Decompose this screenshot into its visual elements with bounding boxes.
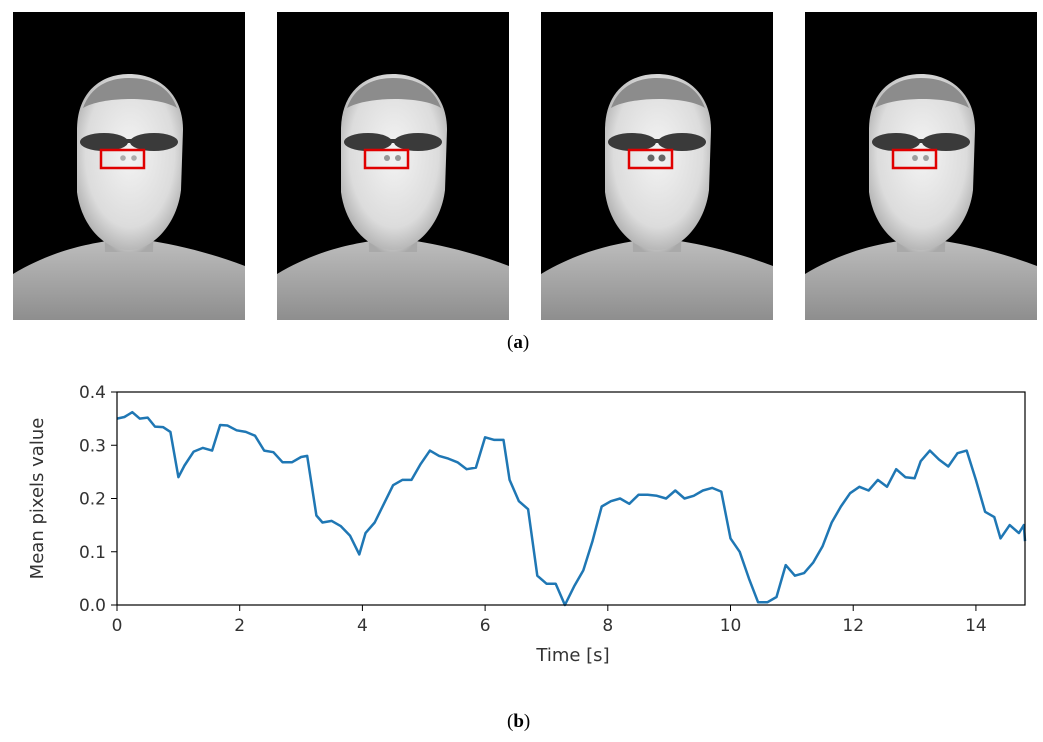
- shirt-silhouette: [277, 240, 509, 320]
- right-lens-shape: [394, 133, 442, 151]
- x-tick-label: 10: [720, 616, 742, 636]
- left-lens-shape: [872, 133, 920, 151]
- thermal-frame-4: [805, 12, 1037, 320]
- left-lens-shape: [80, 133, 128, 151]
- roi-box: [891, 148, 938, 170]
- nostril-spot: [120, 155, 126, 161]
- right-lens-shape: [130, 133, 178, 151]
- nostril-spot: [923, 155, 929, 161]
- nostril-spot: [912, 155, 918, 161]
- roi-box: [99, 148, 146, 170]
- head-silhouette: [341, 74, 447, 250]
- roi-box: [627, 148, 674, 170]
- y-tick-label: 0.4: [79, 383, 106, 403]
- y-tick-label: 0.3: [79, 436, 106, 456]
- hair-shape: [611, 78, 705, 108]
- glasses-bridge: [389, 139, 397, 143]
- glasses-bridge: [125, 139, 133, 143]
- shirt-silhouette: [805, 240, 1037, 320]
- x-tick-label: 4: [357, 616, 368, 636]
- nostril-spot: [383, 154, 391, 162]
- nostril-spot: [647, 154, 655, 162]
- hair-shape: [347, 78, 441, 108]
- roi-box: [363, 148, 410, 170]
- panel-b-label: (b): [507, 711, 531, 732]
- thermal-frame-2: [277, 12, 509, 320]
- left-lens-shape: [608, 133, 656, 151]
- x-tick-label: 6: [480, 616, 491, 636]
- glasses-bridge: [917, 139, 925, 143]
- series-line: [116, 410, 1027, 607]
- head-silhouette: [77, 74, 183, 250]
- right-lens-shape: [658, 133, 706, 151]
- shirt-silhouette: [13, 240, 245, 320]
- glasses-bridge: [653, 139, 661, 143]
- thermal-frame-1: [13, 12, 245, 320]
- x-tick-label: 14: [965, 616, 987, 636]
- thermal-frame-3: [541, 12, 773, 320]
- nostril-spot: [658, 154, 666, 162]
- y-tick-label: 0.1: [79, 543, 106, 563]
- y-axis-label: Mean pixels value: [27, 418, 48, 580]
- left-lens-shape: [344, 133, 392, 151]
- head-silhouette: [605, 74, 711, 250]
- y-tick-label: 0.2: [79, 490, 106, 510]
- x-tick-label: 0: [112, 616, 123, 636]
- shirt-silhouette: [541, 240, 773, 320]
- nostril-spot: [394, 154, 402, 162]
- right-lens-shape: [922, 133, 970, 151]
- nostril-spot: [131, 155, 137, 161]
- x-tick-label: 2: [234, 616, 245, 636]
- x-tick-label: 8: [602, 616, 613, 636]
- head-silhouette: [869, 74, 975, 250]
- y-tick-label: 0.0: [79, 596, 106, 616]
- x-tick-label: 12: [842, 616, 864, 636]
- plot-frame: [116, 391, 1026, 606]
- hair-shape: [83, 78, 177, 108]
- panel-a-label: (a): [507, 332, 530, 353]
- hair-shape: [875, 78, 969, 108]
- line-chart: 0 2 4 6 8 10 12 14 0.0 0.1 0.2 0.3 0.4 Time [s] Mean p…: [27, 383, 1027, 666]
- x-axis-label: Time [s]: [535, 645, 609, 666]
